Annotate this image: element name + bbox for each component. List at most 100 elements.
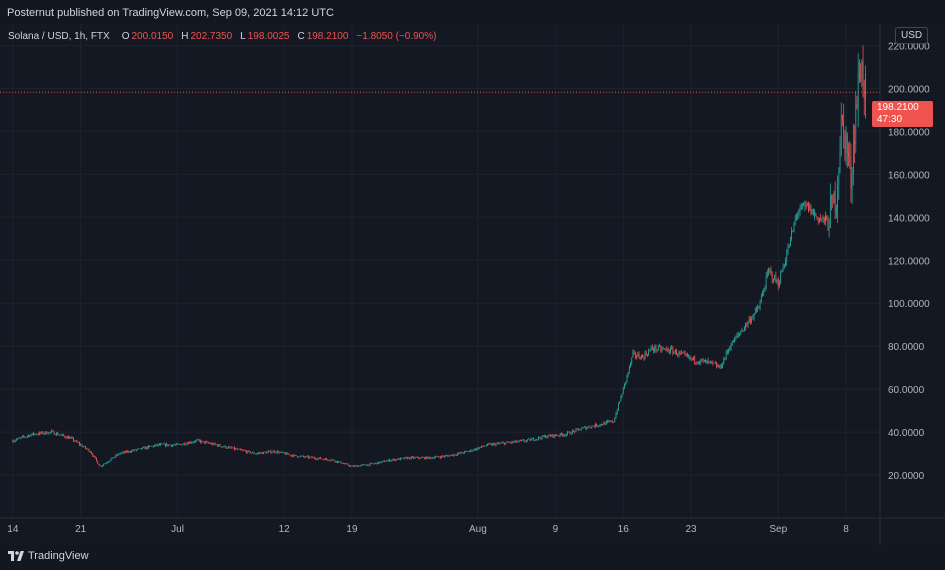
- candle-body: [449, 455, 451, 457]
- candle-body: [417, 457, 418, 458]
- candle-body: [670, 347, 671, 353]
- candle-body: [308, 456, 309, 458]
- candle-body: [280, 451, 281, 453]
- candle-body: [132, 450, 134, 452]
- close-label: C: [297, 31, 305, 42]
- candle-body: [754, 309, 756, 314]
- candle-body: [644, 352, 646, 359]
- candle-body: [775, 275, 777, 282]
- candle-body: [735, 337, 737, 339]
- candle-body: [737, 334, 739, 336]
- candle-body: [275, 452, 277, 453]
- tradingview-brand[interactable]: TradingView: [8, 550, 89, 562]
- candle-body: [154, 445, 155, 447]
- price-chart[interactable]: 20.0000 40.0000 60.0000 80.0000 100.0000 120.…: [0, 24, 945, 545]
- candle-body: [479, 447, 481, 448]
- candle-body: [70, 437, 72, 439]
- candle-body: [191, 442, 193, 444]
- candle-body: [184, 443, 186, 445]
- candle-body: [151, 446, 153, 447]
- candle-body: [526, 440, 527, 442]
- candle-body: [292, 455, 293, 457]
- candle-body: [848, 152, 849, 158]
- candle-body: [837, 184, 838, 209]
- candle-body: [395, 459, 396, 461]
- candle-body: [713, 362, 715, 364]
- currency-button[interactable]: USD: [895, 27, 929, 44]
- candle-body: [315, 458, 316, 460]
- candle-body: [607, 421, 608, 422]
- candle-body: [674, 350, 676, 352]
- candle-body: [702, 360, 704, 361]
- candle-body: [192, 441, 194, 443]
- candle-body: [602, 424, 604, 426]
- candle-body: [243, 450, 245, 451]
- candle-body: [122, 451, 124, 453]
- candle-body: [258, 452, 260, 454]
- candle-body: [542, 435, 544, 437]
- candle-body: [18, 438, 20, 439]
- candle-body: [512, 441, 514, 443]
- candle-body: [381, 461, 383, 462]
- candle-body: [339, 461, 341, 463]
- candle-body: [567, 432, 568, 435]
- candle-body: [665, 348, 666, 350]
- candle-body: [781, 271, 783, 273]
- candle-body: [217, 444, 218, 447]
- candle-body: [28, 435, 29, 437]
- candle-body: [627, 372, 629, 376]
- candle-body: [108, 461, 109, 463]
- candle-body: [309, 456, 310, 458]
- candle-body: [705, 360, 706, 363]
- candle-body: [410, 456, 412, 459]
- brand-name: TradingView: [28, 550, 89, 562]
- candle-body: [369, 463, 371, 466]
- candle-body: [172, 445, 174, 447]
- candle-body: [490, 443, 492, 446]
- candle-body: [231, 447, 233, 449]
- candle-body: [478, 447, 480, 450]
- candle-body: [345, 463, 347, 465]
- x-tick-label: 16: [618, 524, 630, 535]
- candle-body: [333, 459, 335, 461]
- candle-body: [96, 457, 97, 461]
- candle-body: [507, 441, 509, 443]
- candle-body: [787, 247, 789, 254]
- candle-body: [102, 465, 103, 467]
- candle-body: [228, 447, 229, 449]
- candle-body: [838, 169, 840, 185]
- candle-body: [425, 456, 427, 459]
- candle-body: [171, 445, 172, 447]
- candle-body: [727, 351, 728, 353]
- candle-body: [679, 351, 681, 354]
- candle-body: [541, 435, 543, 439]
- candle-body: [611, 420, 613, 423]
- candle-body: [110, 458, 112, 461]
- candle-body: [699, 362, 700, 364]
- candle-body: [782, 266, 784, 272]
- y-tick-label: 60.0000: [888, 385, 925, 396]
- candle-body: [533, 438, 534, 441]
- candle-body: [180, 444, 182, 446]
- candle-body: [48, 431, 50, 434]
- last-price-tag: 198.2100 47:30: [872, 101, 933, 127]
- candle-body: [773, 279, 774, 281]
- candle-body: [598, 425, 600, 427]
- candle-body: [75, 440, 77, 442]
- candle-body: [54, 434, 56, 435]
- candle-body: [572, 430, 573, 434]
- candle-body: [134, 449, 136, 451]
- candle-body: [438, 456, 440, 458]
- candle-body: [431, 457, 433, 459]
- chart-area[interactable]: [0, 24, 945, 545]
- candle-body: [126, 451, 128, 453]
- candle-body: [364, 464, 366, 466]
- candle-body: [711, 361, 713, 362]
- candle-body: [788, 246, 790, 248]
- candle-body: [546, 436, 548, 438]
- candle-body: [16, 439, 17, 441]
- candle-body: [557, 435, 559, 437]
- candle-body: [823, 217, 825, 222]
- symbol-title[interactable]: Solana / USD, 1h, FTX: [8, 31, 110, 42]
- candle-body: [854, 141, 855, 145]
